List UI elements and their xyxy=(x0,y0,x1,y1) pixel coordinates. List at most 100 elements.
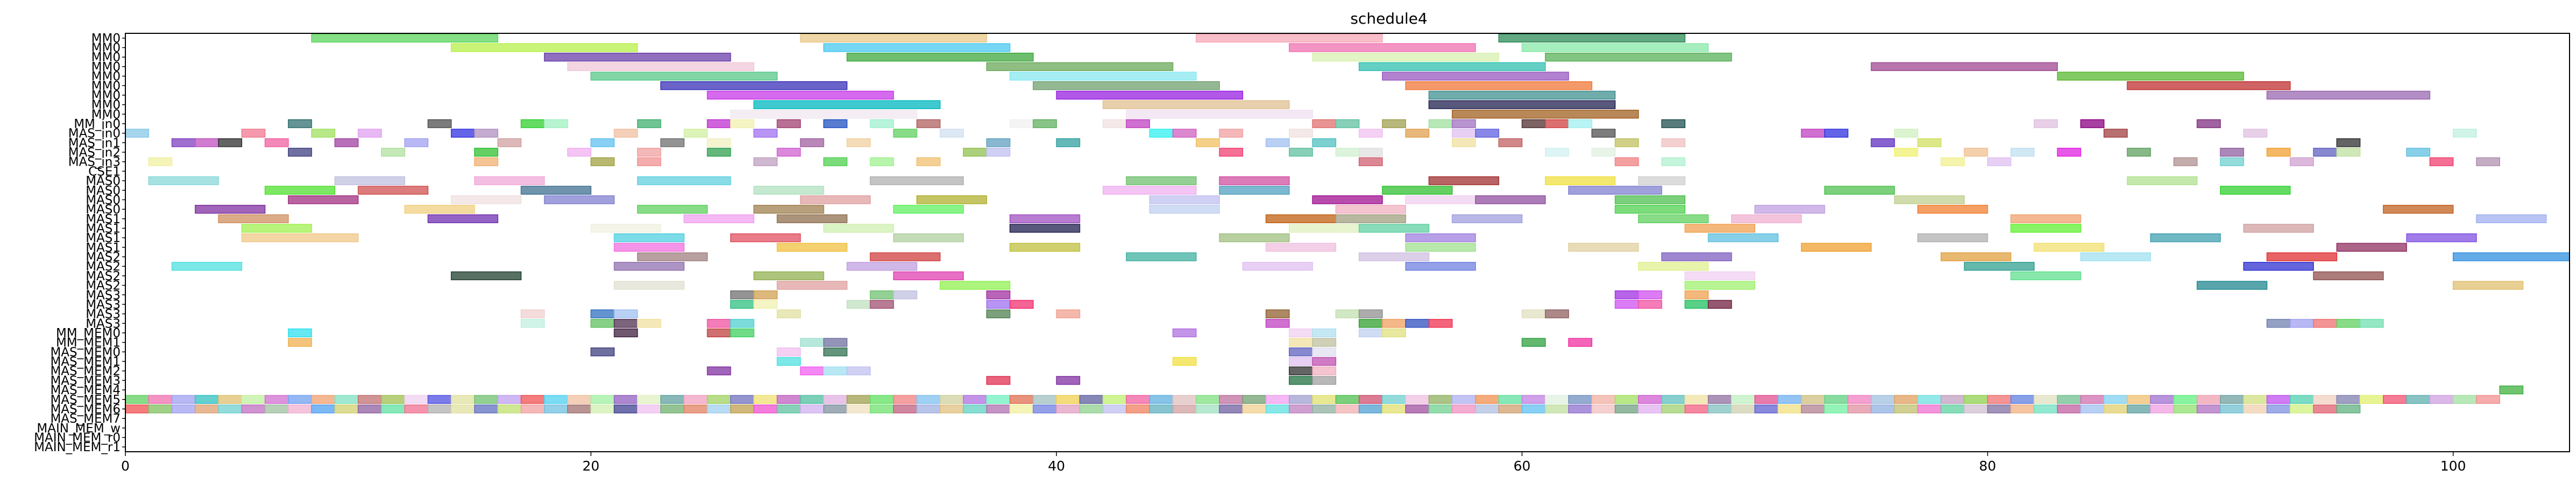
task-bar xyxy=(613,328,638,338)
task-bar xyxy=(1684,271,1755,281)
task-bar xyxy=(171,262,243,271)
task-bar xyxy=(1544,53,1732,62)
task-bar xyxy=(637,176,731,186)
task-bar xyxy=(1126,119,1151,129)
task-bar xyxy=(450,271,522,281)
task-bar xyxy=(1568,404,1592,414)
task-bar xyxy=(218,138,243,147)
task-bar xyxy=(2010,214,2081,223)
task-bar xyxy=(590,395,615,404)
y-tick-label: MAS2 xyxy=(86,260,121,274)
task-bar xyxy=(613,243,684,252)
task-bar xyxy=(1638,214,1709,223)
task-bar xyxy=(2220,395,2245,404)
task-bar xyxy=(870,157,894,166)
task-bar xyxy=(940,129,964,138)
task-bar xyxy=(1405,233,1476,243)
y-tick-label: MAS1 xyxy=(86,241,121,255)
task-bar xyxy=(1568,119,1592,129)
task-bar xyxy=(683,214,754,223)
task-bar xyxy=(986,138,1011,147)
task-bar xyxy=(1871,138,1895,147)
task-bar xyxy=(1289,147,1313,157)
task-bar xyxy=(218,404,243,414)
task-bar xyxy=(544,119,568,129)
task-bar xyxy=(1149,204,1220,214)
task-bar xyxy=(730,404,754,414)
y-tick-label: MAS2 xyxy=(86,279,121,293)
task-bar xyxy=(707,404,731,414)
task-bar xyxy=(2034,404,2058,414)
task-bar xyxy=(1475,129,1499,138)
task-bar xyxy=(2197,119,2221,129)
task-bar xyxy=(846,300,871,309)
task-bar xyxy=(1544,309,1569,318)
task-bar xyxy=(870,252,941,261)
task-bar xyxy=(1638,300,1662,309)
task-bar xyxy=(1777,404,1802,414)
task-bar xyxy=(2173,395,2198,404)
task-bar xyxy=(1475,195,1546,204)
task-bar xyxy=(1801,404,1825,414)
task-bar xyxy=(357,186,429,195)
task-bar xyxy=(241,395,266,404)
task-bar xyxy=(846,404,871,414)
task-bar xyxy=(893,233,964,243)
task-bar xyxy=(777,347,801,357)
task-bar xyxy=(1103,395,1127,404)
task-bar xyxy=(1358,147,1383,157)
task-bar xyxy=(1544,147,1569,157)
task-bar xyxy=(800,33,987,43)
task-bar xyxy=(1312,395,1337,404)
task-bar xyxy=(1614,195,1685,204)
task-bar xyxy=(707,138,731,147)
task-bar xyxy=(404,395,429,404)
task-bar xyxy=(1638,404,1662,414)
task-bar xyxy=(660,395,684,404)
task-bar xyxy=(1568,186,1662,195)
x-tick-label: 60 xyxy=(1514,458,1531,474)
task-bar xyxy=(2010,224,2081,233)
task-bar xyxy=(311,404,336,414)
task-bar xyxy=(2127,81,2291,90)
task-bar xyxy=(1614,395,1639,404)
y-tick-label: MAS_MEM6 xyxy=(50,402,121,416)
task-bar xyxy=(1126,252,1197,261)
task-bar xyxy=(1265,404,1290,414)
task-bar xyxy=(1358,252,1430,261)
task-bar xyxy=(1219,233,1290,243)
task-bar xyxy=(986,309,1011,318)
task-bar xyxy=(2057,395,2081,404)
task-bar xyxy=(1103,404,1127,414)
task-bar xyxy=(1056,376,1081,385)
task-bar xyxy=(1358,309,1383,318)
task-bar xyxy=(148,404,173,414)
task-bar xyxy=(1544,404,1569,414)
task-bar xyxy=(777,214,848,223)
task-bar xyxy=(1475,395,1499,404)
task-bar xyxy=(730,233,801,243)
task-bar xyxy=(753,129,778,138)
task-bar xyxy=(1661,252,1732,261)
task-bar xyxy=(2476,214,2547,223)
task-bar xyxy=(613,262,684,271)
task-bar xyxy=(940,404,964,414)
task-bar xyxy=(1777,395,1802,404)
task-bar xyxy=(2243,129,2268,138)
task-bar xyxy=(334,138,359,147)
task-bar xyxy=(450,395,475,404)
task-bar xyxy=(2057,404,2081,414)
y-tick-label: MM_MEM0 xyxy=(56,326,121,340)
task-bar xyxy=(2336,395,2361,404)
task-bar xyxy=(2080,404,2105,414)
task-bar xyxy=(1801,129,1825,138)
task-bar xyxy=(1382,395,1406,404)
task-bar xyxy=(1731,404,1755,414)
task-bar xyxy=(637,319,661,328)
task-bar xyxy=(823,43,1011,52)
task-bar xyxy=(264,138,289,147)
x-tick-label: 20 xyxy=(582,458,599,474)
task-bar xyxy=(1638,290,1662,300)
task-bar xyxy=(2266,404,2291,414)
task-bar xyxy=(2359,395,2384,404)
